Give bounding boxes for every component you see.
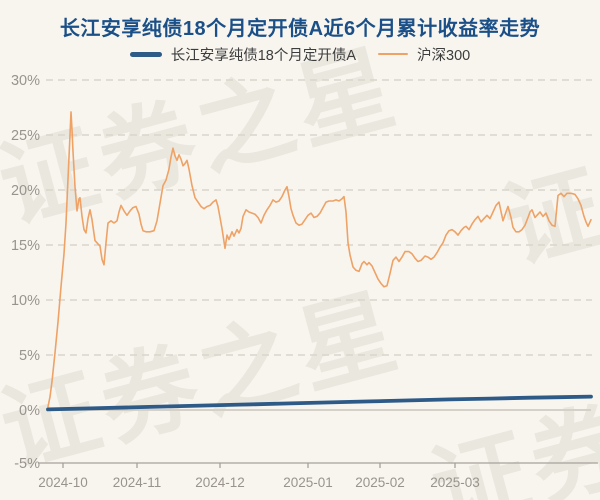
chart-legend: 长江安享纯债18个月定开债A 沪深300 [0,44,600,64]
x-axis-tick-label: 2024-12 [195,475,245,490]
legend-label-csi300: 沪深300 [417,47,471,64]
fund-line [46,394,593,412]
fund-line-swatch-icon [129,51,162,57]
legend-item-fund[interactable]: 长江安享纯债18个月定开债A [129,44,357,65]
y-axis-tick-label: 10% [11,293,40,309]
y-axis-tick-label: 30% [11,73,40,89]
legend-label-fund: 长江安享纯债18个月定开债A [170,47,357,64]
legend-item-csi300[interactable]: 沪深300 [378,44,470,65]
y-axis-tick-label: -5% [14,456,40,472]
y-axis-tick-label: 25% [11,128,40,144]
y-axis-tick-label: 0% [19,403,40,419]
chart-title: 长江安享纯债18个月定开债A近6个月累计收益率走势 [59,18,541,40]
x-axis-tick-label: 2025-02 [355,475,405,490]
x-axis-tick-label: 2025-03 [430,475,480,490]
y-axis-tick-label: 20% [11,183,40,199]
x-axis-tick-label: 2024-10 [38,475,88,490]
y-axis-tick-label: 5% [19,348,40,364]
csi300-line-swatch-icon [378,53,409,55]
x-axis-tick-label: 2025-01 [283,475,333,490]
y-axis-tick-label: 15% [11,238,40,254]
csi300-line [47,111,592,408]
x-axis-tick-label: 2024-11 [113,475,162,490]
